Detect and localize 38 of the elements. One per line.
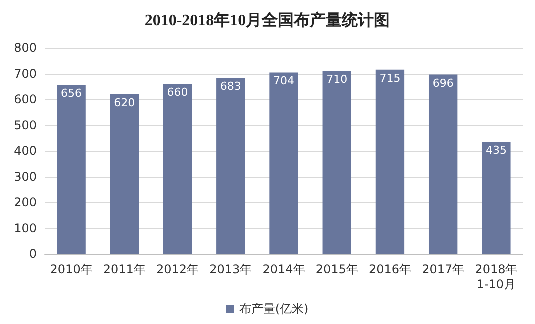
y-tick-label: 100 (14, 221, 37, 236)
x-tick-label: 2011年 (103, 262, 146, 276)
x-tick-label: 2015年 (316, 262, 358, 276)
bar (216, 78, 246, 254)
data-label: 620 (114, 96, 136, 110)
data-label: 683 (220, 80, 242, 94)
y-tick-label: 0 (29, 247, 37, 261)
bar (57, 85, 86, 254)
bar (482, 142, 511, 254)
x-tick-label: 2017年 (422, 262, 465, 276)
bar (110, 94, 140, 254)
y-tick-label: 800 (14, 41, 37, 55)
y-tick-label: 400 (14, 144, 37, 158)
data-label: 696 (432, 76, 454, 90)
data-label: 660 (167, 86, 188, 100)
x-tick-label: 2016年 (368, 262, 412, 276)
x-tick-label: 2013年 (210, 262, 252, 276)
bar (270, 72, 298, 254)
legend-label: 布产量(亿米) (239, 302, 309, 316)
y-tick-label: 200 (14, 196, 37, 210)
data-label: 715 (380, 72, 401, 85)
data-label: 704 (274, 74, 294, 88)
x-tick-label: 2014年 (262, 262, 306, 276)
x-tick-label: 2018年1-10月 (475, 262, 518, 292)
data-label: 656 (61, 87, 82, 100)
bar (163, 84, 192, 254)
y-tick-label: 700 (14, 66, 37, 81)
data-label: 710 (326, 73, 348, 86)
bar (376, 70, 405, 254)
data-label: 435 (486, 144, 507, 157)
x-tick-label: 2010年 (50, 262, 93, 276)
y-tick-label: 300 (14, 170, 37, 184)
x-tick-label: 2012年 (156, 262, 200, 276)
y-tick-label: 500 (14, 118, 37, 132)
chart-title: 2010-2018年10月全国布产量统计图 (144, 12, 390, 30)
bar (428, 74, 458, 254)
bar (322, 71, 352, 254)
y-tick-label: 600 (14, 92, 37, 106)
